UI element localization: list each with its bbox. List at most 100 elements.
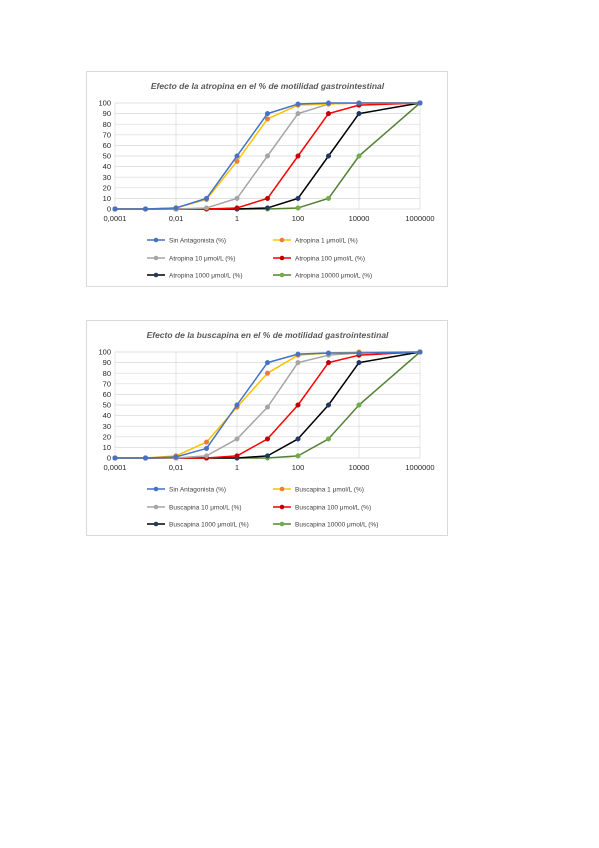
data-point xyxy=(203,439,210,445)
data-point xyxy=(325,153,332,159)
data-point xyxy=(356,111,362,117)
data-point xyxy=(234,205,240,211)
data-point xyxy=(325,111,332,117)
y-tick-label: 60 xyxy=(103,141,111,150)
data-point xyxy=(356,360,362,366)
y-tick-label: 10 xyxy=(103,194,111,203)
legend-marker xyxy=(279,272,285,278)
x-tick-label: 1 xyxy=(235,214,239,223)
data-point xyxy=(295,453,301,459)
y-tick-label: 0 xyxy=(107,454,111,463)
data-point xyxy=(264,360,271,366)
series-line xyxy=(115,102,420,210)
data-point xyxy=(295,360,301,366)
data-point xyxy=(234,436,240,442)
data-point xyxy=(203,205,210,211)
data-point xyxy=(295,436,301,442)
data-point xyxy=(325,402,332,408)
chart-title: Efecto de la atropina en el % de motilid… xyxy=(151,81,385,91)
legend-label: Sin Antagonista (%) xyxy=(169,237,226,244)
data-point xyxy=(325,360,332,366)
data-point xyxy=(325,350,332,356)
y-tick-label: 50 xyxy=(103,152,111,161)
data-point xyxy=(234,158,240,164)
legend-marker xyxy=(153,504,159,510)
data-point xyxy=(356,153,362,159)
data-point xyxy=(356,100,362,106)
y-tick-label: 20 xyxy=(103,183,111,192)
data-point xyxy=(295,111,301,117)
data-point xyxy=(264,153,271,159)
data-point xyxy=(264,195,271,201)
y-tick-label: 10 xyxy=(103,443,111,452)
data-point xyxy=(295,351,301,357)
chart-title: Efecto de la buscapina en el % de motili… xyxy=(147,330,389,340)
data-point xyxy=(325,195,332,201)
y-tick-label: 20 xyxy=(103,432,111,441)
legend-marker xyxy=(153,272,159,278)
y-tick-label: 30 xyxy=(103,173,111,182)
data-point xyxy=(264,453,271,459)
chart-atropina: Efecto de la atropina en el % de motilid… xyxy=(86,71,448,287)
legend-marker xyxy=(279,521,285,527)
x-tick-label: 0,01 xyxy=(169,214,184,223)
y-tick-label: 40 xyxy=(103,162,111,171)
legend-marker xyxy=(279,237,285,243)
x-tick-label: 0,0001 xyxy=(104,463,127,472)
data-point xyxy=(295,101,301,107)
legend-label: Atropina 10 μmol/L (%) xyxy=(169,255,235,262)
legend-label: Atropina 1 μmol/L (%) xyxy=(295,237,358,244)
x-tick-label: 10000 xyxy=(349,214,370,223)
data-point xyxy=(325,436,332,442)
data-point xyxy=(356,402,362,408)
data-point xyxy=(264,370,271,376)
x-tick-label: 0,0001 xyxy=(104,214,127,223)
legend-marker xyxy=(279,486,285,492)
legend-marker xyxy=(153,255,159,261)
data-point xyxy=(142,206,149,212)
data-point xyxy=(356,350,362,356)
data-point xyxy=(264,404,271,410)
x-tick-label: 10000 xyxy=(349,463,370,472)
data-point xyxy=(112,455,118,461)
data-point xyxy=(264,436,271,442)
data-point xyxy=(295,402,301,408)
chart-buscapina-svg: Efecto de la buscapina en el % de motili… xyxy=(98,330,434,528)
data-point xyxy=(295,153,301,159)
y-tick-label: 30 xyxy=(103,422,111,431)
data-point xyxy=(234,153,240,159)
x-tick-label: 100 xyxy=(292,214,305,223)
y-tick-label: 100 xyxy=(98,348,111,357)
legend-label: Buscapina 1000 μmol/L (%) xyxy=(169,521,249,528)
chart-atropina-svg: Efecto de la atropina en el % de motilid… xyxy=(98,81,434,279)
legend-label: Sin Antagonista (%) xyxy=(169,486,226,493)
legend-label: Buscapina 100 μmol/L (%) xyxy=(295,504,371,511)
data-point xyxy=(234,195,240,201)
data-point xyxy=(234,453,240,459)
data-point xyxy=(295,205,301,211)
data-point xyxy=(173,205,179,211)
legend-marker xyxy=(279,255,285,261)
data-point xyxy=(417,349,423,355)
legend-marker xyxy=(153,237,159,243)
data-point xyxy=(142,455,149,461)
data-point xyxy=(112,206,118,212)
y-tick-label: 80 xyxy=(103,369,111,378)
data-point xyxy=(295,195,301,201)
y-tick-label: 70 xyxy=(103,130,111,139)
data-point xyxy=(203,445,210,452)
legend-label: Atropina 1000 μmol/L (%) xyxy=(169,272,243,279)
data-point xyxy=(173,454,179,460)
data-point xyxy=(264,116,271,122)
y-tick-label: 90 xyxy=(103,358,111,367)
data-point xyxy=(203,195,210,201)
legend-marker xyxy=(279,504,285,510)
y-tick-label: 0 xyxy=(107,205,111,214)
legend-marker xyxy=(153,486,159,492)
x-tick-label: 100 xyxy=(292,463,305,472)
y-tick-label: 70 xyxy=(103,379,111,388)
x-tick-label: 0,01 xyxy=(169,463,184,472)
legend-label: Atropina 10000 μmol/L (%) xyxy=(295,272,372,279)
chart-buscapina: Efecto de la buscapina en el % de motili… xyxy=(86,320,448,536)
y-tick-label: 60 xyxy=(103,390,111,399)
